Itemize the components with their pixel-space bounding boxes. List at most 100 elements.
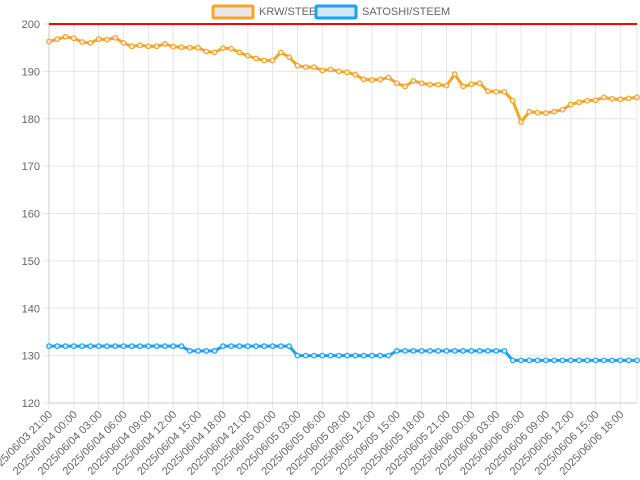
legend-item-krw-steem[interactable]: KRW/STEEM (211, 4, 325, 20)
data-point-satoshi-steem[interactable] (211, 347, 218, 354)
data-point-krw-steem[interactable] (443, 82, 450, 89)
data-point-krw-steem[interactable] (104, 36, 110, 43)
data-point-satoshi-steem[interactable] (451, 347, 458, 354)
data-point-satoshi-steem[interactable] (87, 343, 94, 350)
data-point-satoshi-steem[interactable] (95, 343, 102, 350)
data-point-satoshi-steem[interactable] (137, 343, 143, 350)
data-point-satoshi-steem[interactable] (79, 343, 86, 350)
data-point-satoshi-steem[interactable] (526, 357, 533, 364)
data-point-krw-steem[interactable] (518, 119, 524, 125)
data-point-krw-steem[interactable] (54, 36, 61, 43)
data-point-satoshi-steem[interactable] (634, 357, 640, 364)
data-point-satoshi-steem[interactable] (203, 347, 210, 354)
data-point-satoshi-steem[interactable] (609, 357, 616, 364)
data-point-krw-steem[interactable] (294, 62, 301, 69)
data-point-krw-steem[interactable] (120, 40, 127, 46)
data-point-krw-steem[interactable] (600, 94, 607, 101)
data-point-krw-steem[interactable] (485, 88, 491, 95)
data-point-satoshi-steem[interactable] (443, 347, 450, 354)
data-point-krw-steem[interactable] (335, 68, 342, 75)
data-point-satoshi-steem[interactable] (625, 357, 632, 364)
data-point-satoshi-steem[interactable] (120, 343, 127, 350)
data-point-satoshi-steem[interactable] (311, 352, 317, 359)
data-point-krw-steem[interactable] (70, 35, 77, 42)
data-point-krw-steem[interactable] (211, 49, 218, 56)
data-point-satoshi-steem[interactable] (104, 343, 110, 350)
data-point-krw-steem[interactable] (526, 108, 533, 115)
data-point-krw-steem[interactable] (369, 77, 375, 83)
data-point-satoshi-steem[interactable] (385, 352, 392, 359)
data-point-satoshi-steem[interactable] (592, 357, 599, 364)
data-point-satoshi-steem[interactable] (584, 357, 591, 364)
data-point-satoshi-steem[interactable] (518, 357, 524, 364)
data-point-krw-steem[interactable] (543, 110, 549, 116)
data-point-krw-steem[interactable] (153, 43, 160, 50)
data-point-krw-steem[interactable] (195, 44, 201, 51)
data-point-krw-steem[interactable] (145, 43, 152, 50)
data-point-satoshi-steem[interactable] (54, 343, 61, 350)
data-point-krw-steem[interactable] (228, 45, 235, 52)
data-point-satoshi-steem[interactable] (402, 347, 409, 354)
data-point-krw-steem[interactable] (385, 74, 392, 81)
data-point-satoshi-steem[interactable] (617, 357, 624, 364)
data-point-satoshi-steem[interactable] (418, 347, 425, 354)
data-point-satoshi-steem[interactable] (178, 343, 185, 350)
data-point-satoshi-steem[interactable] (46, 343, 52, 350)
data-point-krw-steem[interactable] (253, 55, 259, 62)
data-point-satoshi-steem[interactable] (302, 352, 309, 359)
data-point-satoshi-steem[interactable] (509, 357, 516, 364)
data-point-satoshi-steem[interactable] (551, 357, 558, 364)
data-point-krw-steem[interactable] (410, 77, 417, 84)
data-point-satoshi-steem[interactable] (393, 347, 400, 354)
data-point-krw-steem[interactable] (451, 71, 458, 78)
data-point-satoshi-steem[interactable] (600, 357, 607, 364)
data-point-krw-steem[interactable] (592, 97, 599, 104)
data-point-satoshi-steem[interactable] (286, 343, 293, 350)
data-point-satoshi-steem[interactable] (410, 347, 417, 354)
data-point-satoshi-steem[interactable] (294, 352, 301, 359)
data-point-satoshi-steem[interactable] (253, 343, 259, 350)
data-point-krw-steem[interactable] (634, 94, 640, 101)
data-point-krw-steem[interactable] (402, 83, 409, 90)
data-point-satoshi-steem[interactable] (220, 343, 226, 350)
data-point-satoshi-steem[interactable] (62, 343, 69, 350)
data-point-krw-steem[interactable] (609, 95, 616, 102)
data-point-satoshi-steem[interactable] (501, 347, 508, 354)
data-point-krw-steem[interactable] (551, 108, 558, 115)
data-point-satoshi-steem[interactable] (335, 352, 342, 359)
data-point-satoshi-steem[interactable] (236, 343, 243, 350)
data-point-satoshi-steem[interactable] (195, 347, 201, 354)
data-point-krw-steem[interactable] (186, 44, 193, 51)
data-point-satoshi-steem[interactable] (567, 357, 574, 364)
data-point-krw-steem[interactable] (377, 76, 384, 83)
data-point-satoshi-steem[interactable] (485, 347, 491, 354)
data-point-satoshi-steem[interactable] (344, 352, 351, 359)
data-point-krw-steem[interactable] (360, 76, 367, 83)
data-point-satoshi-steem[interactable] (186, 347, 193, 354)
data-point-satoshi-steem[interactable] (576, 357, 582, 364)
data-point-satoshi-steem[interactable] (261, 343, 268, 350)
data-point-krw-steem[interactable] (617, 96, 624, 103)
data-point-satoshi-steem[interactable] (493, 347, 500, 354)
data-point-krw-steem[interactable] (112, 34, 119, 41)
data-point-satoshi-steem[interactable] (435, 347, 442, 354)
data-point-krw-steem[interactable] (501, 88, 508, 95)
data-point-krw-steem[interactable] (170, 43, 177, 50)
data-point-krw-steem[interactable] (62, 33, 69, 40)
data-point-satoshi-steem[interactable] (277, 343, 284, 350)
data-point-satoshi-steem[interactable] (352, 352, 359, 359)
data-point-krw-steem[interactable] (128, 43, 135, 50)
data-point-krw-steem[interactable] (261, 57, 268, 64)
data-point-krw-steem[interactable] (311, 64, 317, 71)
data-point-krw-steem[interactable] (162, 40, 168, 47)
data-point-satoshi-steem[interactable] (476, 347, 483, 354)
data-point-krw-steem[interactable] (319, 67, 326, 74)
data-point-krw-steem[interactable] (87, 40, 94, 46)
data-point-krw-steem[interactable] (269, 57, 276, 64)
data-point-satoshi-steem[interactable] (244, 343, 251, 350)
data-point-krw-steem[interactable] (277, 49, 284, 56)
data-point-satoshi-steem[interactable] (162, 343, 168, 350)
data-point-satoshi-steem[interactable] (228, 343, 235, 350)
data-point-satoshi-steem[interactable] (319, 352, 326, 359)
data-point-krw-steem[interactable] (95, 36, 102, 43)
